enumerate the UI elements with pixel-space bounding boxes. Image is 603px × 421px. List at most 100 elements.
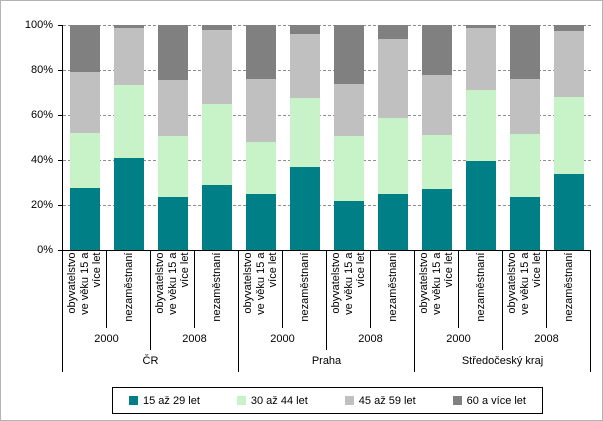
bar-segment bbox=[422, 189, 452, 250]
y-tick-label: 60% bbox=[30, 109, 53, 121]
gridline bbox=[63, 70, 591, 71]
category-label-line: více let bbox=[266, 252, 279, 287]
bar-segment bbox=[378, 25, 408, 39]
year-label-cell: 2000 bbox=[63, 328, 151, 350]
category-label-line: ve věku 15 a bbox=[430, 252, 443, 315]
bar-slot bbox=[327, 25, 371, 250]
category-label-line: obyvatelstvo bbox=[65, 252, 78, 314]
bar-segment bbox=[202, 29, 232, 104]
legend-item: 15 až 29 let bbox=[129, 395, 200, 407]
bar-segment bbox=[334, 136, 364, 201]
category-label-cell: obyvatelstvo ve věku 15 a více let bbox=[63, 251, 107, 328]
bar-stack bbox=[334, 25, 364, 250]
category-label-line: více let bbox=[354, 252, 367, 287]
bar-segment bbox=[422, 74, 452, 136]
legend-label: 15 až 29 let bbox=[143, 394, 200, 407]
bar-stack bbox=[554, 25, 584, 250]
category-label: nezaměstnaní bbox=[283, 252, 327, 327]
bar-segment bbox=[466, 90, 496, 162]
bar-stack bbox=[158, 25, 188, 250]
bar-segment bbox=[158, 80, 188, 137]
bar-stack bbox=[202, 25, 232, 250]
bar-segment bbox=[510, 79, 540, 135]
bar-slot bbox=[195, 25, 239, 250]
category-label-line: ve věku 15 a bbox=[166, 252, 179, 315]
bar-segment bbox=[422, 25, 452, 75]
bar-segment bbox=[202, 184, 232, 250]
year-label-cell: 2008 bbox=[151, 328, 239, 350]
category-label: obyvatelstvo ve věku 15 a více let bbox=[415, 252, 459, 327]
legend-label: 60 a více let bbox=[466, 394, 526, 407]
category-label-cell: obyvatelstvo ve věku 15 a více let bbox=[503, 251, 547, 328]
bar-segment bbox=[466, 161, 496, 250]
year-label: 2000 bbox=[94, 333, 119, 345]
bar-segment bbox=[114, 28, 144, 85]
region-label-cell: Praha bbox=[239, 350, 415, 372]
category-label: nezaměstnaní bbox=[371, 252, 415, 327]
bar-segment bbox=[334, 200, 364, 250]
year-label: 2008 bbox=[358, 333, 383, 345]
bar-stack bbox=[246, 25, 276, 250]
bar-segment bbox=[290, 98, 320, 167]
category-axis: obyvatelstvo ve věku 15 a více let nezaměst… bbox=[62, 251, 591, 372]
plot-area bbox=[62, 25, 591, 251]
bar-segment bbox=[70, 133, 100, 189]
bar-segment bbox=[246, 25, 276, 79]
bar-segment bbox=[510, 197, 540, 250]
bar-slot bbox=[547, 25, 591, 250]
bar-segment bbox=[246, 193, 276, 250]
category-label-cell: obyvatelstvo ve věku 15 a více let bbox=[327, 251, 371, 328]
bar-segment bbox=[510, 25, 540, 79]
legend-item: 45 až 59 let bbox=[344, 395, 416, 407]
bar-stack bbox=[70, 25, 100, 250]
year-label-cell: 2008 bbox=[503, 328, 590, 350]
category-label-cell: nezaměstnaní bbox=[283, 251, 327, 328]
category-label-cell: nezaměstnaní bbox=[195, 251, 239, 328]
category-label-cell: nezaměstnaní bbox=[459, 251, 503, 328]
y-tick-mark bbox=[58, 205, 62, 206]
category-label-line: obyvatelstvo bbox=[505, 252, 518, 314]
year-label: 2008 bbox=[182, 333, 207, 345]
category-label: nezaměstnaní bbox=[459, 252, 503, 327]
category-label-line: obyvatelstvo bbox=[153, 252, 166, 314]
y-tick-label: 80% bbox=[30, 64, 53, 76]
category-label-line: nezaměstnaní bbox=[562, 252, 575, 322]
category-label-line: nezaměstnaní bbox=[386, 252, 399, 322]
bar-segment bbox=[246, 79, 276, 142]
year-label: 2000 bbox=[270, 333, 295, 345]
category-label-line: ve věku 15 a bbox=[78, 252, 91, 315]
bar-segment bbox=[466, 28, 496, 91]
bar-segment bbox=[554, 173, 584, 250]
bar-slot bbox=[239, 25, 283, 250]
bar-segment bbox=[158, 25, 188, 81]
category-label-row: obyvatelstvo ve věku 15 a více let nezaměst… bbox=[63, 251, 590, 328]
legend-swatch bbox=[236, 396, 246, 405]
region-label: ČR bbox=[142, 355, 159, 367]
bar-segment bbox=[114, 25, 144, 29]
category-label-cell: obyvatelstvo ve věku 15 a více let bbox=[415, 251, 459, 328]
bar-segment bbox=[202, 25, 232, 30]
bar-segment bbox=[202, 103, 232, 185]
region-label: Středočeský kraj bbox=[461, 355, 544, 367]
bar-segment bbox=[70, 72, 100, 133]
legend-item: 30 až 44 let bbox=[236, 395, 308, 407]
y-tick-mark bbox=[58, 115, 62, 116]
category-label-cell: obyvatelstvo ve věku 15 a více let bbox=[151, 251, 195, 328]
bar-stack bbox=[422, 25, 452, 250]
category-label: obyvatelstvo ve věku 15 a více let bbox=[63, 252, 107, 327]
category-label-line: více let bbox=[90, 252, 103, 287]
category-label-cell: obyvatelstvo ve věku 15 a více let bbox=[239, 251, 283, 328]
y-tick-mark bbox=[58, 70, 62, 71]
legend: 15 až 29 let 30 až 44 let 45 až 59 let 60 a… bbox=[112, 387, 543, 414]
bar-segment bbox=[554, 30, 584, 97]
bar-segment bbox=[378, 193, 408, 250]
category-label-cell: nezaměstnaní bbox=[547, 251, 590, 328]
category-label-line: více let bbox=[178, 252, 191, 287]
bar-segment bbox=[422, 135, 452, 190]
bar-segment bbox=[466, 25, 496, 29]
legend-swatch bbox=[344, 396, 354, 405]
bar-segment bbox=[70, 25, 100, 73]
bar-segment bbox=[114, 157, 144, 250]
gridline bbox=[63, 115, 591, 116]
y-tick-label: 40% bbox=[30, 154, 53, 166]
